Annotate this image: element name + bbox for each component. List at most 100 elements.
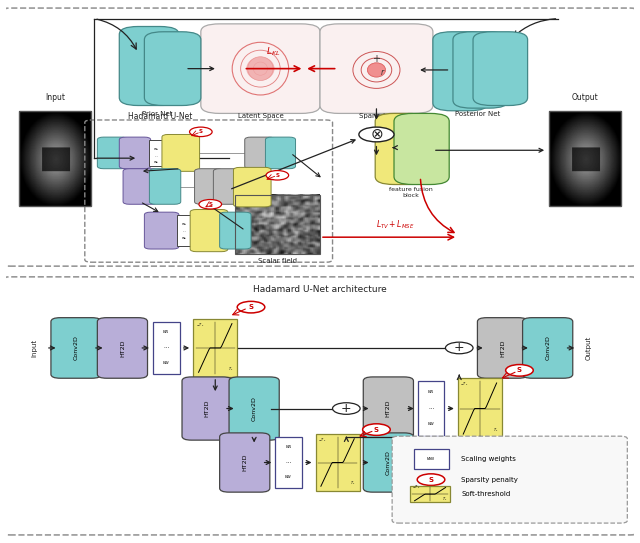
Text: +: +: [454, 342, 465, 355]
Text: +: +: [372, 54, 380, 65]
Text: $\cdots$: $\cdots$: [285, 459, 292, 464]
Bar: [193, 319, 237, 377]
Text: wₙ: wₙ: [154, 160, 159, 164]
FancyBboxPatch shape: [220, 212, 251, 249]
Text: $w_1$: $w_1$: [285, 443, 292, 451]
Text: ...: ...: [154, 154, 158, 157]
Text: Input: Input: [45, 92, 65, 102]
FancyBboxPatch shape: [190, 210, 228, 251]
Bar: [410, 486, 451, 502]
Text: S: S: [374, 427, 379, 433]
Text: S: S: [275, 173, 279, 178]
FancyBboxPatch shape: [433, 31, 488, 111]
Text: S: S: [248, 304, 253, 310]
Text: Input: Input: [31, 339, 38, 357]
Bar: [549, 111, 621, 206]
Bar: [458, 378, 502, 439]
Circle shape: [359, 127, 394, 142]
Text: Soft-threshold: Soft-threshold: [461, 491, 510, 497]
FancyBboxPatch shape: [97, 318, 148, 378]
Text: $\mathit{L}_{KL}$: $\mathit{L}_{KL}$: [266, 46, 280, 58]
Bar: [19, 111, 91, 206]
Text: $T_s$: $T_s$: [442, 495, 447, 503]
FancyBboxPatch shape: [97, 137, 127, 169]
FancyBboxPatch shape: [453, 31, 508, 108]
Text: Hadamard U-Net: Hadamard U-Net: [128, 112, 192, 121]
Text: $w_N$: $w_N$: [427, 420, 435, 428]
Circle shape: [266, 171, 289, 180]
Bar: [414, 450, 449, 469]
Bar: [275, 437, 302, 488]
FancyBboxPatch shape: [234, 167, 271, 207]
Text: Latent Space: Latent Space: [237, 113, 284, 119]
Text: $\cdots$: $\cdots$: [163, 344, 170, 349]
Text: $-T_s$: $-T_s$: [412, 483, 420, 491]
FancyBboxPatch shape: [123, 169, 157, 204]
Circle shape: [506, 364, 533, 376]
Text: Conv2D: Conv2D: [74, 336, 79, 361]
Text: +: +: [341, 402, 351, 415]
FancyBboxPatch shape: [320, 24, 433, 113]
Bar: [153, 321, 179, 374]
Text: $-T_s$: $-T_s$: [318, 436, 326, 444]
Text: Conv2D: Conv2D: [386, 450, 391, 475]
FancyBboxPatch shape: [149, 169, 180, 204]
Text: $T_s$: $T_s$: [228, 365, 234, 372]
Text: $\otimes$: $\otimes$: [370, 127, 383, 142]
FancyBboxPatch shape: [195, 169, 223, 204]
Text: $T_s$: $T_s$: [350, 479, 356, 487]
Text: HT2D: HT2D: [242, 454, 247, 471]
FancyBboxPatch shape: [394, 113, 449, 185]
Text: S: S: [517, 368, 522, 374]
FancyBboxPatch shape: [229, 377, 279, 440]
Circle shape: [189, 127, 212, 137]
Text: Posterior Net: Posterior Net: [456, 111, 500, 117]
Text: Scalar field: Scalar field: [258, 258, 297, 264]
Text: $w_1$: $w_1$: [163, 328, 170, 336]
Text: $w_N$: $w_N$: [284, 473, 293, 481]
Text: $T_s$: $T_s$: [493, 427, 498, 434]
FancyBboxPatch shape: [162, 135, 200, 172]
Text: Output: Output: [572, 92, 598, 102]
Text: HT2D: HT2D: [500, 339, 505, 357]
Text: HT2D: HT2D: [205, 400, 210, 417]
FancyBboxPatch shape: [51, 318, 101, 378]
Text: Scaling weights: Scaling weights: [461, 456, 516, 462]
Circle shape: [333, 403, 360, 414]
Text: S: S: [429, 477, 433, 483]
Text: r: r: [381, 68, 384, 77]
Text: S: S: [199, 129, 203, 134]
Text: $w_N$: $w_N$: [162, 359, 170, 367]
Text: $\cdots$: $\cdots$: [428, 405, 435, 410]
FancyBboxPatch shape: [182, 377, 232, 440]
Ellipse shape: [367, 62, 386, 77]
Text: S: S: [208, 202, 212, 207]
Text: wₙ: wₙ: [182, 237, 187, 241]
Text: ...: ...: [182, 229, 186, 232]
FancyBboxPatch shape: [201, 24, 320, 113]
Text: Prior Net: Prior Net: [141, 111, 172, 117]
FancyBboxPatch shape: [145, 31, 201, 105]
Text: $-T_s$: $-T_s$: [460, 381, 468, 388]
FancyBboxPatch shape: [364, 377, 413, 440]
Text: Conv2D: Conv2D: [252, 396, 257, 421]
FancyBboxPatch shape: [119, 27, 179, 105]
Bar: [316, 434, 360, 491]
Circle shape: [237, 301, 265, 313]
FancyBboxPatch shape: [145, 212, 179, 249]
Text: $w_N$: $w_N$: [426, 456, 436, 463]
FancyBboxPatch shape: [119, 137, 150, 169]
Text: Conv2D: Conv2D: [545, 336, 550, 361]
Bar: [148, 140, 164, 166]
Ellipse shape: [246, 57, 275, 80]
Text: w₁: w₁: [154, 147, 159, 151]
FancyBboxPatch shape: [375, 113, 427, 185]
FancyBboxPatch shape: [220, 433, 270, 492]
Text: Output: Output: [586, 336, 591, 360]
Text: $\mathit{L}_{TV}+\mathit{L}_{MSE}$: $\mathit{L}_{TV}+\mathit{L}_{MSE}$: [376, 218, 415, 231]
Text: Hadamard U-Net architecture: Hadamard U-Net architecture: [253, 285, 387, 294]
Circle shape: [363, 424, 390, 435]
Text: Spample r: Spample r: [358, 113, 394, 119]
Bar: [236, 195, 320, 254]
Text: w₁: w₁: [182, 222, 187, 226]
